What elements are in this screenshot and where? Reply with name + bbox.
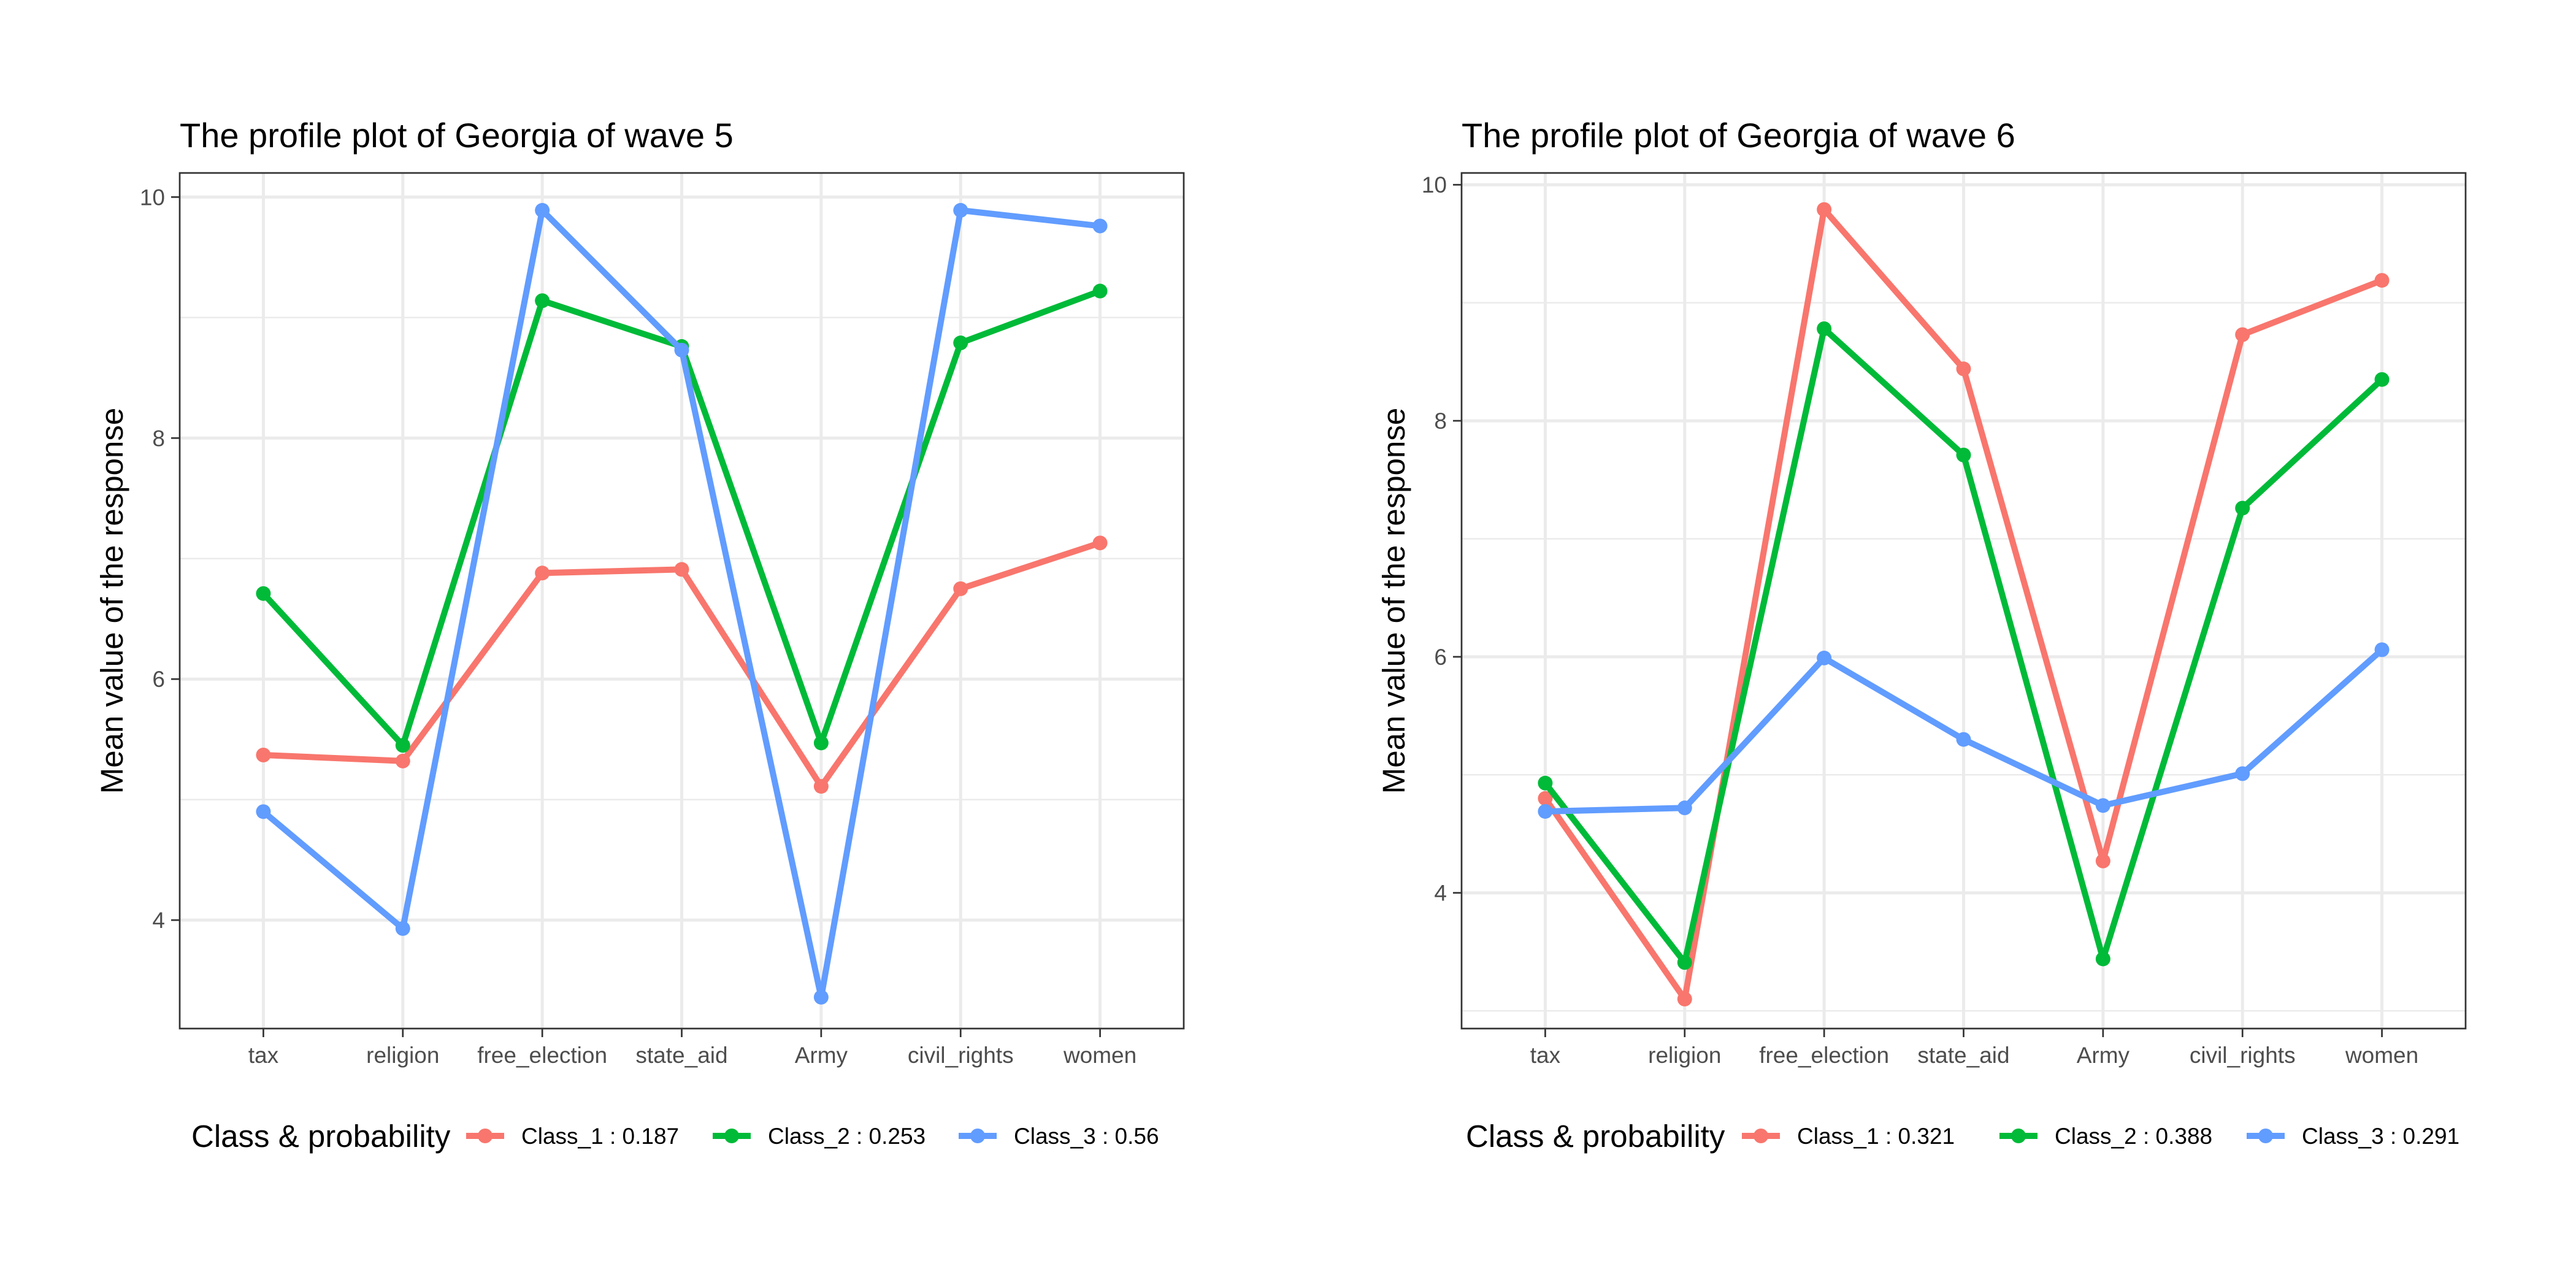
data-point bbox=[953, 202, 968, 218]
y-tick-label: 10 bbox=[140, 185, 165, 210]
legend-key-point bbox=[970, 1129, 985, 1143]
legend-label: Class_1 : 0.187 bbox=[521, 1124, 679, 1149]
legend-title: Class & probability bbox=[1466, 1119, 1725, 1154]
y-tick-label: 6 bbox=[1434, 645, 1447, 670]
data-point bbox=[1538, 803, 1553, 819]
chart-title: The profile plot of Georgia of wave 5 bbox=[180, 116, 734, 155]
chart-panel-2: 4 6 8 10 tax religion free_election state_aid Ar… bbox=[1376, 116, 2467, 1154]
data-point bbox=[535, 293, 550, 309]
x-tick-label: free_election bbox=[477, 1043, 607, 1068]
legend-title: Class & probability bbox=[191, 1119, 451, 1154]
legend-key bbox=[466, 1129, 504, 1143]
x-tick-label: civil_rights bbox=[2190, 1043, 2296, 1068]
y-tick-label: 10 bbox=[1422, 172, 1447, 197]
data-point bbox=[813, 735, 829, 751]
x-tick-label: tax bbox=[1530, 1043, 1561, 1068]
data-point bbox=[1092, 283, 1108, 299]
series-1 bbox=[256, 535, 1108, 794]
data-point bbox=[2374, 372, 2390, 387]
data-point bbox=[1677, 991, 1692, 1006]
legend-label: Class_2 : 0.388 bbox=[2055, 1124, 2212, 1149]
data-point bbox=[256, 747, 271, 762]
x-tick-label: women bbox=[1063, 1043, 1137, 1068]
data-point bbox=[2095, 951, 2110, 967]
x-tick-label: tax bbox=[248, 1043, 279, 1068]
data-point bbox=[2235, 766, 2250, 781]
data-point bbox=[395, 753, 410, 769]
x-tick-label: state_aid bbox=[1917, 1043, 2009, 1068]
y-tick-label: 8 bbox=[152, 426, 165, 451]
x-tick-label: religion bbox=[366, 1043, 439, 1068]
data-point bbox=[535, 202, 550, 218]
data-point bbox=[1677, 955, 1692, 970]
x-tick-label: civil_rights bbox=[908, 1043, 1014, 1068]
data-point bbox=[2095, 798, 2110, 813]
legend-key bbox=[959, 1129, 997, 1143]
data-point bbox=[1677, 800, 1692, 816]
x-tick-label: Army bbox=[2077, 1043, 2130, 1068]
legend-key bbox=[1742, 1129, 1780, 1143]
data-point bbox=[1956, 361, 1971, 377]
chart-title: The profile plot of Georgia of wave 6 bbox=[1462, 116, 2015, 155]
legend-key-point bbox=[2011, 1129, 2026, 1143]
data-point bbox=[1538, 791, 1553, 806]
x-tick-label: free_election bbox=[1759, 1043, 1889, 1068]
data-point bbox=[813, 779, 829, 794]
data-point bbox=[395, 921, 410, 936]
data-point bbox=[1538, 775, 1553, 791]
data-point bbox=[256, 586, 271, 601]
y-tick-label: 8 bbox=[1434, 408, 1447, 434]
series-3 bbox=[256, 202, 1108, 1005]
series-1 bbox=[1538, 202, 2390, 1006]
y-tick-label: 4 bbox=[1434, 881, 1447, 906]
data-point bbox=[2095, 853, 2110, 868]
series-2 bbox=[1538, 321, 2390, 970]
data-point bbox=[2235, 500, 2250, 516]
data-point bbox=[1092, 218, 1108, 234]
data-point bbox=[674, 342, 689, 358]
legend-key-point bbox=[1754, 1129, 1768, 1143]
data-point bbox=[395, 738, 410, 753]
legend-key bbox=[1999, 1129, 2037, 1143]
y-tick-label: 6 bbox=[152, 667, 165, 692]
data-point bbox=[953, 335, 968, 351]
x-tick-label: Army bbox=[795, 1043, 848, 1068]
chart-panel-1: 4 6 8 10 tax religion free_election state_aid Ar… bbox=[94, 116, 1185, 1154]
legend-key bbox=[2247, 1129, 2285, 1143]
legend-key-point bbox=[724, 1129, 739, 1143]
legend-label: Class_1 : 0.321 bbox=[1797, 1124, 1955, 1149]
y-axis-label: Mean value of the response bbox=[94, 408, 129, 794]
series-3 bbox=[1538, 642, 2390, 819]
legend-key-point bbox=[478, 1129, 493, 1143]
data-point bbox=[256, 804, 271, 819]
y-tick-label: 4 bbox=[152, 908, 165, 933]
data-point bbox=[2374, 273, 2390, 288]
y-axis-label: Mean value of the response bbox=[1376, 408, 1411, 794]
legend-label: Class_2 : 0.253 bbox=[768, 1124, 926, 1149]
legend: Class & probability Class_1 : 0.187 Class_… bbox=[191, 1119, 1159, 1154]
data-point bbox=[1817, 321, 1832, 336]
x-tick-label: women bbox=[2345, 1043, 2418, 1068]
data-point bbox=[2374, 642, 2390, 657]
data-point bbox=[953, 581, 968, 596]
legend-key bbox=[713, 1129, 751, 1143]
data-point bbox=[1956, 732, 1971, 747]
data-point bbox=[674, 562, 689, 577]
legend: Class & probability Class_1 : 0.321 Class_… bbox=[1466, 1119, 2459, 1154]
data-point bbox=[1092, 535, 1108, 551]
data-point bbox=[535, 565, 550, 581]
data-point bbox=[1956, 447, 1971, 462]
data-point bbox=[1817, 650, 1832, 665]
legend-label: Class_3 : 0.291 bbox=[2302, 1124, 2459, 1149]
data-point bbox=[813, 989, 829, 1005]
legend-key-point bbox=[2258, 1129, 2273, 1143]
x-tick-label: state_aid bbox=[635, 1043, 727, 1068]
data-point bbox=[1817, 202, 1832, 217]
legend-label: Class_3 : 0.56 bbox=[1014, 1124, 1159, 1149]
x-tick-label: religion bbox=[1648, 1043, 1721, 1068]
data-point bbox=[2235, 327, 2250, 342]
